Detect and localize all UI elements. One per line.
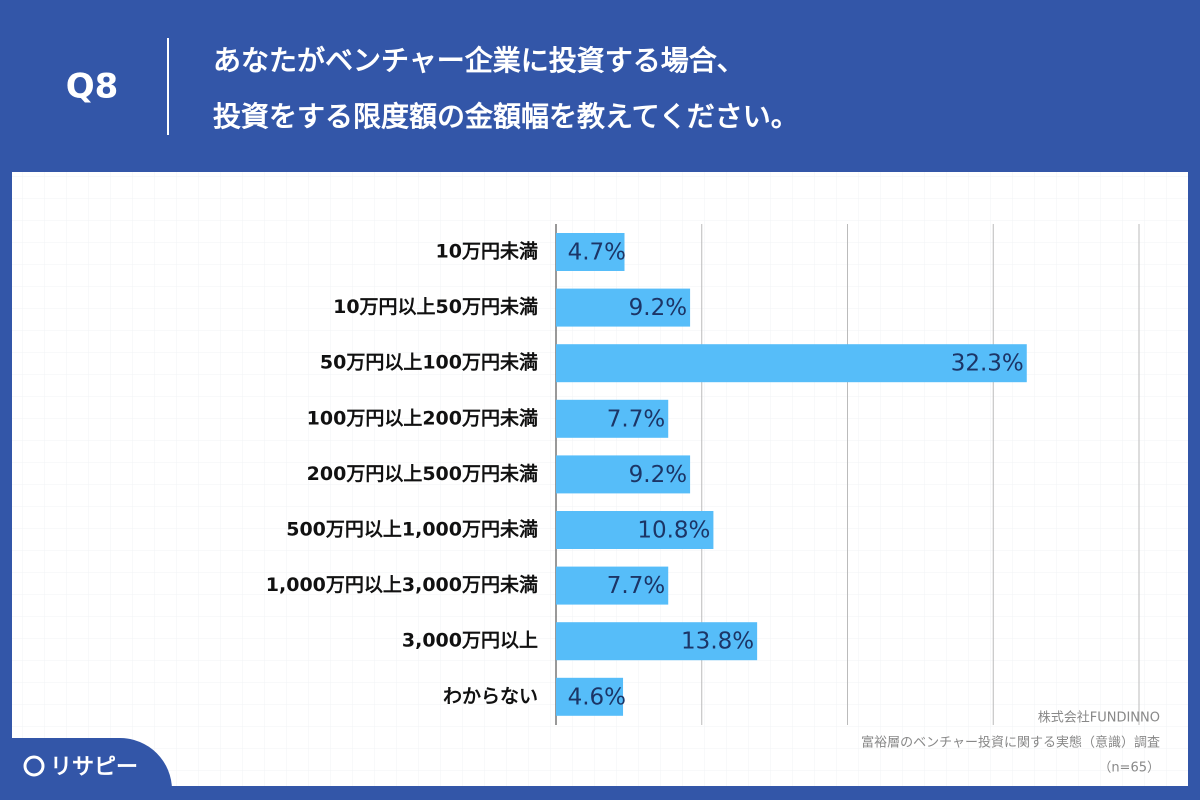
y-tick-label: 1,000万円以上3,000万円未満 <box>266 573 538 596</box>
y-tick-label: 10万円以上50万円未満 <box>333 295 538 318</box>
data-label: 10.8% <box>637 518 710 544</box>
title-line: 投資をする限度額の金額幅を教えてください。 <box>213 100 799 133</box>
data-label: 13.8% <box>681 629 754 655</box>
source-note: （n=65） <box>1098 761 1160 776</box>
logo-badge <box>0 738 172 800</box>
y-tick-label: わからない <box>443 685 538 707</box>
y-tick-label: 100万円以上200万円未満 <box>307 406 538 429</box>
data-label: 9.2% <box>629 462 687 488</box>
bar <box>556 344 1027 383</box>
source-note: 株式会社FUNDINNO <box>1038 710 1160 726</box>
data-label: 32.3% <box>951 351 1024 377</box>
y-tick-label: 50万円以上100万円未満 <box>320 351 538 374</box>
y-tick-label: 10万円未満 <box>436 240 538 263</box>
bar <box>556 511 714 549</box>
y-tick-label: 3,000万円以上 <box>402 630 538 652</box>
data-label: 9.2% <box>629 295 687 321</box>
bar <box>556 455 691 494</box>
data-label: 4.7% <box>568 240 626 266</box>
data-label: 4.6% <box>568 684 626 710</box>
bar <box>556 233 625 271</box>
bar <box>556 566 669 605</box>
source-note: 富裕層のベンチャー投資に関する実態（意識）調査 <box>861 735 1160 751</box>
question-number: Q8 <box>66 67 119 107</box>
y-tick-label: 200万円以上500万円未満 <box>307 462 538 485</box>
y-tick-label: 500万円以上1,000万円未満 <box>286 518 538 541</box>
bar <box>556 677 624 716</box>
bar <box>556 288 691 327</box>
bar <box>556 399 669 438</box>
data-label: 7.7% <box>607 573 665 599</box>
data-label: 7.7% <box>607 406 665 432</box>
bar <box>556 622 758 661</box>
logo-icon <box>23 755 45 777</box>
title-line: あなたがベンチャー企業に投資する場合、 <box>213 44 745 77</box>
logo: リサピー <box>50 755 138 780</box>
